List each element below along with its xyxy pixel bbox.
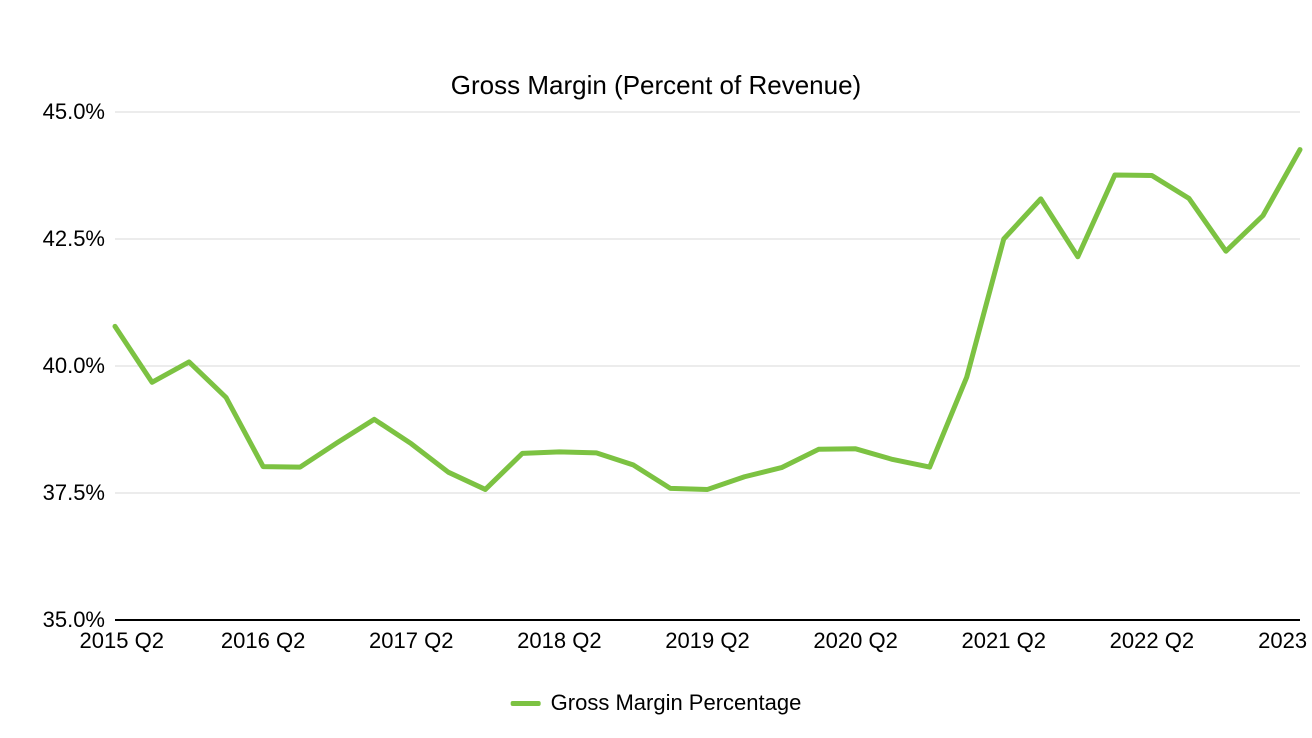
gridlines xyxy=(115,112,1300,620)
y-tick-label: 40.0% xyxy=(43,353,105,379)
x-tick-label: 2015 Q2 xyxy=(80,628,164,654)
y-tick-label: 45.0% xyxy=(43,99,105,125)
y-tick-label: 42.5% xyxy=(43,226,105,252)
series-line-gross-margin xyxy=(115,150,1300,490)
x-tick-label: 2017 Q2 xyxy=(369,628,453,654)
chart-legend: Gross Margin Percentage xyxy=(511,690,802,716)
x-tick-label: 2016 Q2 xyxy=(221,628,305,654)
x-tick-label: 2022 Q2 xyxy=(1110,628,1194,654)
gross-margin-chart: Gross Margin (Percent of Revenue) 35.0%3… xyxy=(0,0,1312,738)
legend-swatch xyxy=(511,701,541,706)
x-tick-label: 2021 Q2 xyxy=(962,628,1046,654)
x-tick-label: 2023 Q xyxy=(1258,628,1312,654)
y-tick-label: 37.5% xyxy=(43,480,105,506)
x-tick-label: 2020 Q2 xyxy=(813,628,897,654)
x-tick-label: 2019 Q2 xyxy=(665,628,749,654)
x-tick-label: 2018 Q2 xyxy=(517,628,601,654)
legend-label: Gross Margin Percentage xyxy=(551,690,802,716)
